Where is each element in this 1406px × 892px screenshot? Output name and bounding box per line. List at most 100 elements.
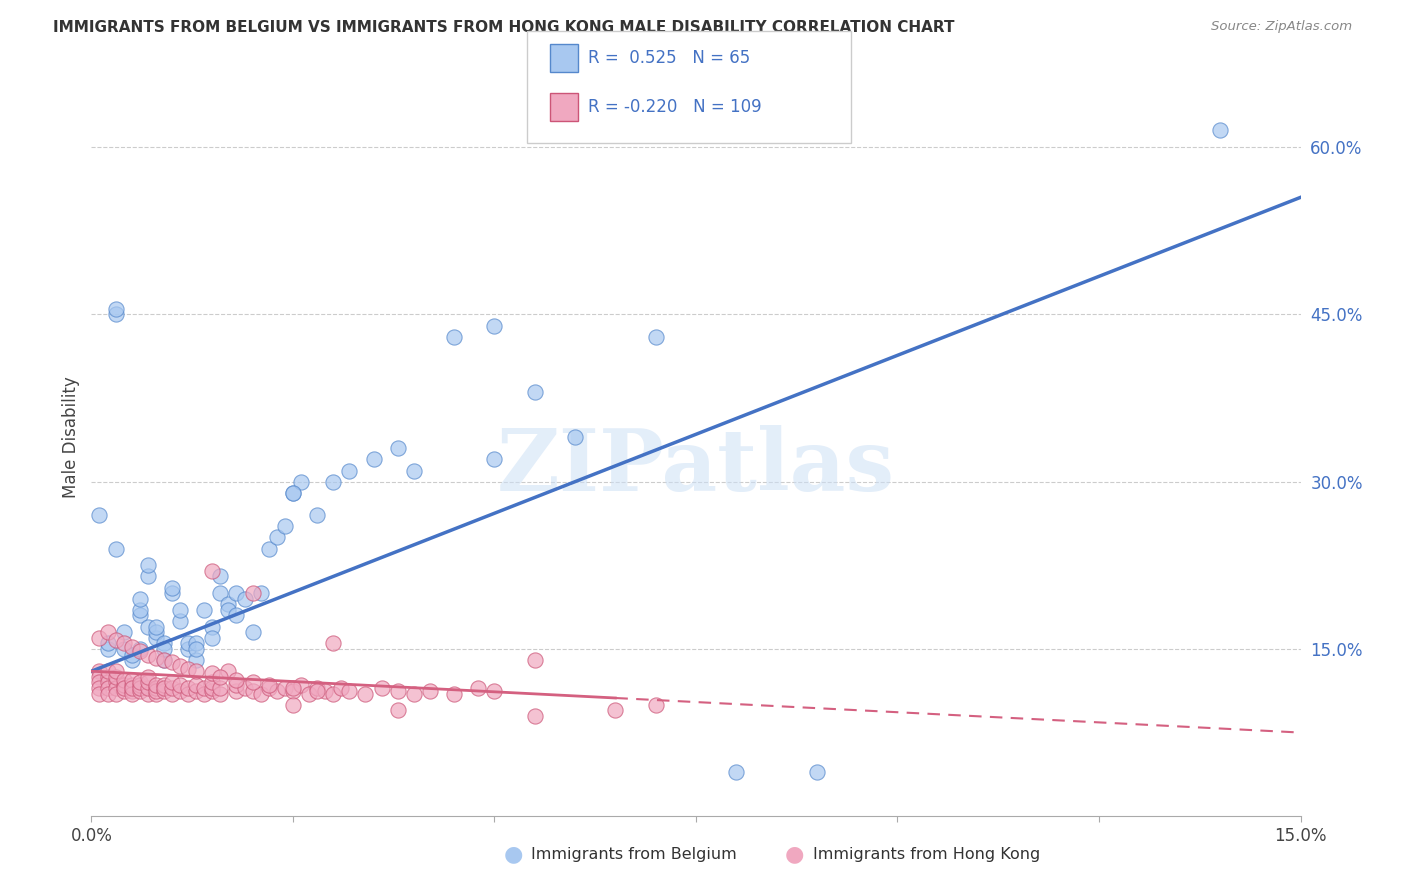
Point [274, 681, 297, 695]
Point [153, 681, 176, 695]
Point [225, 684, 247, 698]
Point [160, 675, 183, 690]
Point [209, 687, 232, 701]
Point [177, 642, 200, 657]
Point [242, 625, 264, 640]
Point [121, 653, 143, 667]
Point [209, 681, 232, 695]
Point [209, 670, 232, 684]
Point [523, 385, 546, 400]
Point [402, 687, 425, 701]
Point [145, 687, 167, 701]
Point [209, 586, 232, 600]
Point [128, 678, 150, 692]
Point [96, 664, 118, 678]
Point [96, 687, 118, 701]
Point [484, 318, 506, 333]
Text: ZIPatlas: ZIPatlas [496, 425, 896, 509]
Point [186, 678, 208, 692]
Point [112, 625, 135, 640]
Point [136, 648, 159, 662]
Point [249, 586, 271, 600]
Point [136, 681, 159, 695]
Point [644, 698, 666, 712]
Point [523, 708, 546, 723]
Point [89, 675, 111, 690]
Point [128, 644, 150, 658]
Point [112, 673, 135, 687]
Point [201, 684, 224, 698]
Point [274, 519, 297, 533]
Point [104, 307, 127, 321]
Text: ●: ● [785, 845, 804, 864]
Point [153, 653, 176, 667]
Point [136, 569, 159, 583]
Point [387, 441, 409, 455]
Point [145, 678, 167, 692]
Point [186, 664, 208, 678]
Point [370, 681, 392, 695]
Point [354, 687, 377, 701]
Point [96, 675, 118, 690]
Point [186, 653, 208, 667]
Point [337, 464, 360, 478]
Point [112, 636, 135, 650]
Point [443, 687, 465, 701]
Point [484, 452, 506, 467]
Point [217, 603, 239, 617]
Point [281, 485, 304, 500]
Point [145, 651, 167, 665]
Point [121, 673, 143, 687]
Point [104, 687, 127, 701]
Point [169, 603, 191, 617]
Point [266, 684, 288, 698]
Point [644, 329, 666, 343]
Point [153, 678, 176, 692]
Point [363, 452, 385, 467]
Point [121, 684, 143, 698]
Point [281, 684, 304, 698]
Point [136, 558, 159, 573]
Point [201, 564, 224, 578]
Point [136, 687, 159, 701]
Point [387, 703, 409, 717]
Point [96, 681, 118, 695]
Text: R =  0.525   N = 65: R = 0.525 N = 65 [588, 49, 749, 67]
Point [402, 464, 425, 478]
Point [186, 642, 208, 657]
Point [160, 687, 183, 701]
Point [169, 684, 191, 698]
Point [307, 681, 329, 695]
Point [290, 678, 312, 692]
Point [160, 581, 183, 595]
Point [128, 675, 150, 690]
Point [160, 586, 183, 600]
Point [153, 684, 176, 698]
Point [128, 603, 150, 617]
Point [145, 631, 167, 645]
Point [201, 631, 224, 645]
Point [89, 681, 111, 695]
Text: R = -0.220   N = 109: R = -0.220 N = 109 [588, 98, 761, 116]
Point [281, 485, 304, 500]
Point [112, 642, 135, 657]
Point [564, 430, 586, 444]
Point [89, 670, 111, 684]
Point [467, 681, 489, 695]
Point [153, 642, 176, 657]
Point [104, 681, 127, 695]
Point [314, 684, 336, 698]
Point [104, 301, 127, 316]
Point [605, 703, 627, 717]
Point [201, 681, 224, 695]
Point [104, 541, 127, 556]
Point [217, 664, 239, 678]
Point [330, 681, 353, 695]
Point [96, 625, 118, 640]
Point [169, 678, 191, 692]
Point [96, 636, 118, 650]
Point [242, 675, 264, 690]
Point [242, 684, 264, 698]
Point [96, 642, 118, 657]
Point [257, 681, 280, 695]
